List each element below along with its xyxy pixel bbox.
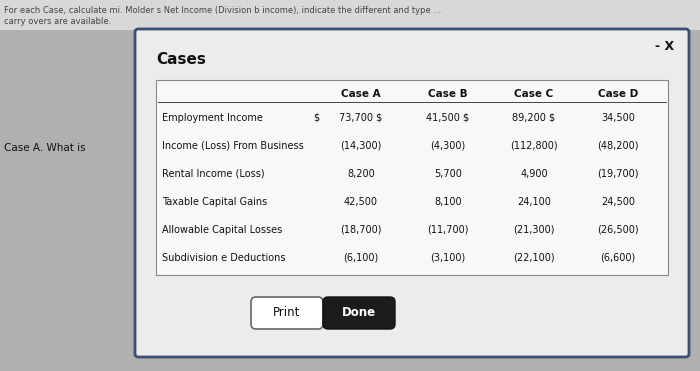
Text: Cases: Cases: [156, 53, 206, 68]
Text: Allowable Capital Losses: Allowable Capital Losses: [162, 225, 282, 235]
Text: 8,100: 8,100: [434, 197, 462, 207]
FancyBboxPatch shape: [0, 0, 700, 30]
Text: 4,900: 4,900: [520, 169, 548, 179]
Text: Case B: Case B: [428, 89, 468, 99]
FancyBboxPatch shape: [323, 297, 395, 329]
Text: Case D: Case D: [598, 89, 638, 99]
Text: (19,700): (19,700): [597, 169, 638, 179]
Text: Case A. What is: Case A. What is: [4, 143, 85, 153]
Text: 24,500: 24,500: [601, 197, 635, 207]
Text: (3,100): (3,100): [430, 253, 466, 263]
Text: (26,500): (26,500): [597, 225, 639, 235]
Text: (4,300): (4,300): [430, 141, 466, 151]
FancyBboxPatch shape: [251, 297, 323, 329]
Text: (112,800): (112,800): [510, 141, 558, 151]
Text: 89,200 $: 89,200 $: [512, 113, 556, 123]
Text: (48,200): (48,200): [597, 141, 638, 151]
Text: (22,100): (22,100): [513, 253, 555, 263]
Text: (18,700): (18,700): [340, 225, 382, 235]
Text: 8,200: 8,200: [347, 169, 375, 179]
Text: 24,100: 24,100: [517, 197, 551, 207]
Text: Case C: Case C: [514, 89, 554, 99]
Text: Done: Done: [342, 306, 376, 319]
Text: Case A: Case A: [341, 89, 381, 99]
Text: Income (Loss) From Business: Income (Loss) From Business: [162, 141, 304, 151]
Text: Taxable Capital Gains: Taxable Capital Gains: [162, 197, 267, 207]
Text: Employment Income: Employment Income: [162, 113, 263, 123]
Text: 5,700: 5,700: [434, 169, 462, 179]
Text: (14,300): (14,300): [340, 141, 382, 151]
Text: Rental Income (Loss): Rental Income (Loss): [162, 169, 265, 179]
Text: Subdivision e Deductions: Subdivision e Deductions: [162, 253, 286, 263]
Text: - X: - X: [655, 39, 674, 53]
Text: (11,700): (11,700): [427, 225, 469, 235]
Text: For each Case, calculate mi. Molder s Net Income (Division b income), indicate t: For each Case, calculate mi. Molder s Ne…: [4, 6, 441, 15]
FancyBboxPatch shape: [135, 29, 689, 357]
Text: 42,500: 42,500: [344, 197, 378, 207]
Text: 41,500 $: 41,500 $: [426, 113, 470, 123]
Text: Print: Print: [273, 306, 301, 319]
FancyBboxPatch shape: [156, 80, 668, 275]
Text: $: $: [313, 113, 319, 123]
Text: (6,100): (6,100): [344, 253, 379, 263]
Text: 34,500: 34,500: [601, 113, 635, 123]
Text: 73,700 $: 73,700 $: [340, 113, 383, 123]
Text: carry overs are available.: carry overs are available.: [4, 17, 111, 26]
Text: (6,600): (6,600): [601, 253, 636, 263]
Text: (21,300): (21,300): [513, 225, 554, 235]
